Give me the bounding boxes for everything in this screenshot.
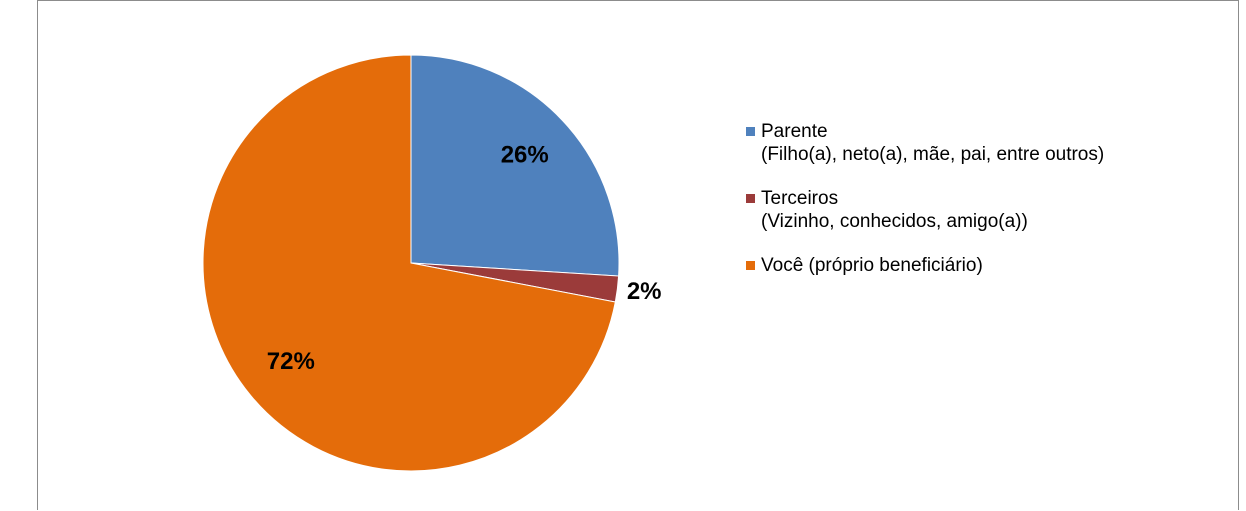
chart-frame [37, 0, 1239, 510]
legend-swatch [746, 194, 755, 203]
legend-label: Você (próprio beneficiário) [761, 255, 983, 276]
legend-label: Terceiros (Vizinho, conhecidos, amigo(a)… [761, 188, 1028, 232]
data-label: 26% [501, 142, 549, 169]
legend-item: Você (próprio beneficiário) [746, 254, 1136, 277]
data-label: 2% [627, 278, 662, 305]
legend-swatch [746, 127, 755, 136]
legend-label: Parente (Filho(a), neto(a), mãe, pai, en… [761, 121, 1105, 165]
legend-item: Terceiros (Vizinho, conhecidos, amigo(a)… [746, 187, 1136, 233]
pie-slice [410, 54, 620, 277]
data-label: 72% [267, 348, 315, 375]
legend: Parente (Filho(a), neto(a), mãe, pai, en… [746, 120, 1136, 298]
legend-swatch [746, 261, 755, 270]
legend-item: Parente (Filho(a), neto(a), mãe, pai, en… [746, 120, 1136, 166]
pie-slice [202, 54, 616, 472]
